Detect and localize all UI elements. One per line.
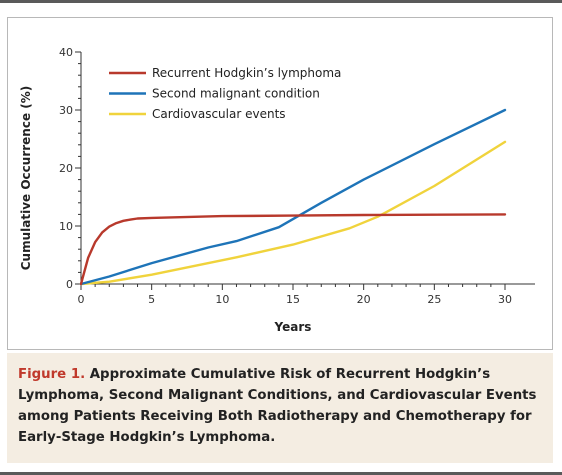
caption-text: Approximate Cumulative Risk of Recurrent…	[18, 367, 537, 445]
y-tick-label: 30	[59, 104, 73, 117]
x-tick-label: 25	[427, 293, 441, 306]
y-tick-label: 20	[59, 162, 73, 175]
series-line-second-malignant	[79, 108, 507, 286]
y-tick-label: 10	[59, 220, 73, 233]
y-axis-title: Cumulative Occurrence (%)	[19, 86, 33, 271]
x-tick-label: 15	[286, 293, 300, 306]
plot-panel: 0 10 20 30 40 0 5 10 15 20 25 30 Recurrent Hodgkin’…	[7, 17, 553, 350]
x-tick-label: 5	[148, 293, 155, 306]
series-line-recurrent-hodgkins	[79, 213, 507, 286]
x-tick-label: 10	[215, 293, 229, 306]
y-tick-label: 0	[66, 278, 73, 291]
legend-label-cardiovascular: Cardiovascular events	[152, 107, 286, 121]
x-tick-label: 30	[498, 293, 512, 306]
legend-label-second-malignant: Second malignant condition	[152, 87, 320, 101]
axes: 0 10 20 30 40 0 5 10 15 20 25 30	[59, 46, 535, 306]
caption-label: Figure 1.	[18, 367, 86, 382]
x-axis-title: Years	[274, 320, 312, 334]
x-tick-label: 20	[357, 293, 371, 306]
figure-caption: Figure 1. Approximate Cumulative Risk of…	[7, 353, 553, 463]
series-line-cardiovascular	[79, 140, 507, 286]
y-tick-label: 40	[59, 46, 73, 59]
legend-label-recurrent-hodgkins: Recurrent Hodgkin’s lymphoma	[152, 66, 341, 80]
x-tick-label: 0	[78, 293, 85, 306]
series-lines	[79, 108, 507, 286]
legend: Recurrent Hodgkin’s lymphoma Second malig…	[109, 66, 341, 121]
line-chart: 0 10 20 30 40 0 5 10 15 20 25 30 Recurrent Hodgkin’…	[19, 46, 535, 334]
